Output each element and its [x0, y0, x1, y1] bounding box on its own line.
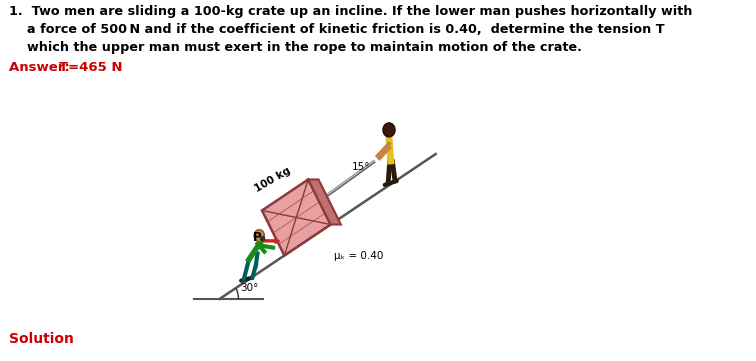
- Text: Solution: Solution: [8, 332, 73, 346]
- Circle shape: [383, 123, 395, 137]
- Text: 100 kg: 100 kg: [253, 166, 292, 194]
- Text: 1.  Two men are sliding a 100-kg crate up an incline. If the lower man pushes ho: 1. Two men are sliding a 100-kg crate up…: [8, 5, 692, 18]
- Text: a force of 500 N and if the coefficient of kinetic friction is 0.40,  determine : a force of 500 N and if the coefficient …: [8, 23, 665, 36]
- Text: T=465 N: T=465 N: [58, 61, 122, 74]
- FancyArrow shape: [264, 238, 280, 243]
- Bar: [262, 179, 330, 256]
- Text: Answer:: Answer:: [8, 61, 74, 74]
- Text: μₖ = 0.40: μₖ = 0.40: [334, 251, 383, 261]
- Circle shape: [254, 230, 265, 242]
- Text: P: P: [253, 231, 262, 244]
- Polygon shape: [308, 179, 341, 225]
- Text: which the upper man must exert in the rope to maintain motion of the crate.: which the upper man must exert in the ro…: [8, 41, 581, 54]
- Text: 15°: 15°: [352, 162, 370, 172]
- Text: 30°: 30°: [240, 283, 259, 293]
